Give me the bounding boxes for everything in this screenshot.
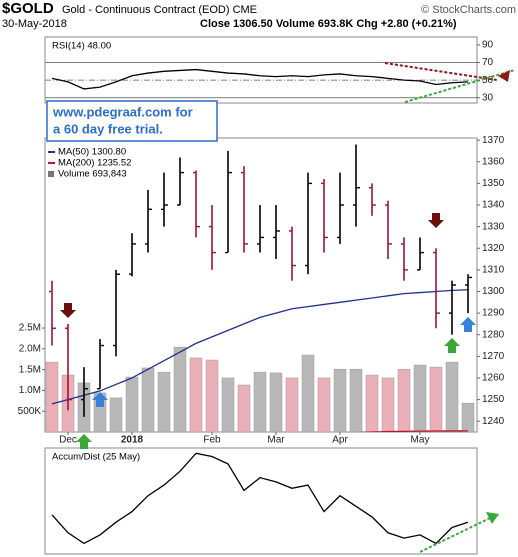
price-plot bbox=[45, 144, 475, 432]
arrow bbox=[444, 338, 460, 353]
x-tick-label: 2018 bbox=[121, 435, 144, 446]
volume-bar bbox=[397, 368, 411, 432]
volume-bar bbox=[205, 359, 219, 432]
arrow bbox=[486, 512, 499, 524]
ad-panel bbox=[44, 447, 478, 555]
y2-tick-label: 2.5M bbox=[19, 323, 41, 334]
trend-line bbox=[384, 62, 498, 81]
volume-bar bbox=[381, 377, 395, 432]
x-tick-label: Feb bbox=[203, 435, 221, 446]
legend-label: MA(200) 1235.52 bbox=[58, 158, 131, 169]
indicator-line bbox=[51, 452, 469, 545]
arrow bbox=[460, 317, 476, 332]
y2-tick-label: 1.0M bbox=[19, 385, 41, 396]
volume-bar bbox=[445, 361, 459, 432]
x-tick-label: Mar bbox=[267, 435, 285, 446]
panel-title: Accum/Dist (25 May) bbox=[52, 452, 140, 463]
symbol: $GOLD bbox=[2, 0, 54, 17]
arrow bbox=[428, 213, 444, 228]
credit: © StockCharts.com bbox=[421, 4, 516, 16]
volume-bar bbox=[301, 354, 315, 432]
arrow bbox=[76, 434, 92, 449]
y-tick-label: 90 bbox=[482, 40, 494, 51]
volume-bar bbox=[237, 384, 251, 432]
y-tick-label: 1310 bbox=[482, 265, 505, 276]
volume-bar bbox=[253, 371, 267, 432]
promo-text: www.pdegraaf.com for bbox=[52, 104, 193, 119]
y-tick-label: 50 bbox=[482, 75, 494, 86]
volume-bar bbox=[285, 377, 299, 432]
volume-bar bbox=[157, 371, 171, 432]
y-tick-label: 1330 bbox=[482, 221, 505, 232]
volume-bar bbox=[141, 367, 155, 432]
legend-swatch bbox=[48, 171, 54, 177]
y2-tick-label: 2.0M bbox=[19, 343, 41, 354]
date: 30-May-2018 bbox=[2, 18, 67, 30]
trend-line bbox=[404, 69, 516, 103]
y2-tick-label: 1.5M bbox=[19, 364, 41, 375]
y-tick-label: 1360 bbox=[482, 156, 505, 167]
x-tick-label: Dec bbox=[59, 435, 77, 446]
y-tick-label: 1280 bbox=[482, 329, 505, 340]
trend-line bbox=[419, 517, 491, 553]
volume-bar bbox=[317, 377, 331, 432]
volume-bar bbox=[413, 364, 427, 432]
volume-bar bbox=[125, 376, 139, 432]
y2-tick-label: 500K bbox=[18, 406, 42, 417]
instrument-name: Gold - Continuous Contract (EOD) CME bbox=[62, 4, 257, 16]
arrow bbox=[498, 70, 510, 82]
quote: Close 1306.50 Volume 693.8K Chg +2.80 (+… bbox=[200, 18, 457, 30]
promo-box bbox=[46, 100, 218, 142]
indicator-line bbox=[51, 68, 469, 90]
y-tick-label: 1260 bbox=[482, 373, 505, 384]
legend-label: Volume 693,843 bbox=[58, 169, 127, 180]
y-tick-label: 1300 bbox=[482, 286, 505, 297]
volume-bar bbox=[45, 361, 59, 432]
y-tick-label: 70 bbox=[482, 57, 494, 68]
y-tick-label: 1270 bbox=[482, 351, 505, 362]
x-tick-label: May bbox=[411, 435, 430, 446]
x-tick-label: Apr bbox=[332, 435, 348, 446]
arrow bbox=[60, 303, 76, 318]
promo-text: a 60 day free trial. bbox=[53, 121, 163, 136]
volume-bar bbox=[173, 346, 187, 432]
legend-label: MA(50) 1300.80 bbox=[58, 147, 126, 158]
volume-bar bbox=[109, 397, 123, 432]
volume-bar bbox=[333, 368, 347, 432]
moving-average bbox=[355, 430, 469, 432]
y-tick-label: 1350 bbox=[482, 178, 505, 189]
y-tick-label: 30 bbox=[482, 92, 494, 103]
rsi-panel bbox=[44, 36, 478, 104]
moving-average bbox=[51, 289, 469, 405]
y-tick-label: 1320 bbox=[482, 243, 505, 254]
volume-bar bbox=[189, 357, 203, 432]
y-tick-label: 1240 bbox=[482, 416, 505, 427]
volume-bar bbox=[349, 368, 363, 432]
y-tick-label: 1290 bbox=[482, 308, 505, 319]
y-tick-label: 1370 bbox=[482, 135, 505, 146]
arrow bbox=[92, 392, 108, 407]
volume-bar bbox=[429, 366, 443, 432]
volume-bar bbox=[269, 372, 283, 432]
volume-bar bbox=[461, 402, 475, 432]
y-tick-label: 1340 bbox=[482, 200, 505, 211]
volume-bar bbox=[221, 377, 235, 432]
y-tick-label: 1250 bbox=[482, 394, 505, 405]
volume-bar bbox=[365, 374, 379, 432]
panel-title: RSI(14) 48.00 bbox=[52, 41, 111, 52]
